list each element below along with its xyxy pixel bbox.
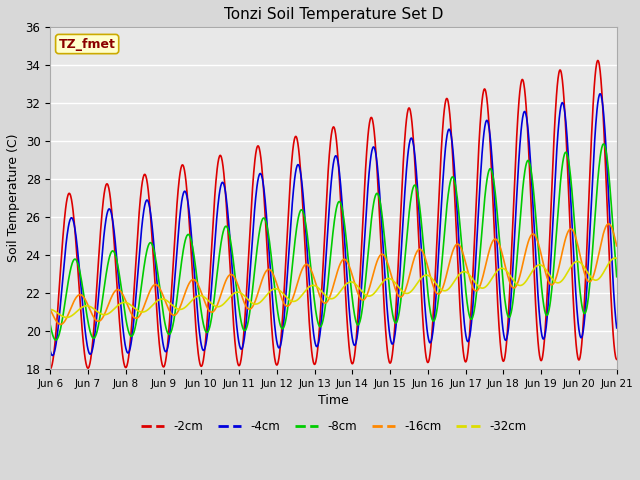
-8cm <box>52 337 60 343</box>
Line: -2cm: -2cm <box>50 60 617 369</box>
-8cm <box>173 299 180 304</box>
X-axis label: Time: Time <box>318 394 349 407</box>
-4cm <box>173 252 180 257</box>
-16cm <box>422 257 429 263</box>
-32cm <box>546 273 554 278</box>
-4cm <box>49 353 56 359</box>
-4cm <box>496 288 504 294</box>
Line: -8cm: -8cm <box>50 144 617 340</box>
-32cm <box>422 272 429 278</box>
-4cm <box>546 277 554 283</box>
-16cm <box>605 221 612 227</box>
-4cm <box>422 314 429 320</box>
Line: -32cm: -32cm <box>50 258 617 317</box>
-2cm <box>422 348 429 354</box>
-2cm <box>172 212 180 218</box>
-2cm <box>594 58 602 63</box>
-8cm <box>600 141 607 147</box>
-16cm <box>46 307 54 312</box>
-32cm <box>63 314 70 320</box>
-16cm <box>236 288 244 294</box>
-8cm <box>546 303 554 309</box>
-8cm <box>613 274 621 279</box>
Text: TZ_fmet: TZ_fmet <box>59 37 116 50</box>
-4cm <box>236 344 244 350</box>
-32cm <box>159 296 166 302</box>
-2cm <box>46 366 54 372</box>
-32cm <box>236 290 244 296</box>
-2cm <box>545 243 553 249</box>
-2cm <box>159 362 166 368</box>
-8cm <box>496 241 504 247</box>
Legend: -2cm, -4cm, -8cm, -16cm, -32cm: -2cm, -4cm, -8cm, -16cm, -32cm <box>136 416 531 438</box>
-32cm <box>173 306 180 312</box>
Y-axis label: Soil Temperature (C): Soil Temperature (C) <box>7 134 20 262</box>
-32cm <box>611 255 619 261</box>
-4cm <box>159 339 166 345</box>
-16cm <box>173 311 180 316</box>
-2cm <box>495 329 503 335</box>
-8cm <box>46 322 54 328</box>
-4cm <box>613 325 621 331</box>
-32cm <box>613 255 621 261</box>
Line: -4cm: -4cm <box>50 94 617 356</box>
-32cm <box>46 306 54 312</box>
-2cm <box>613 357 621 362</box>
-16cm <box>546 281 554 287</box>
Title: Tonzi Soil Temperature Set D: Tonzi Soil Temperature Set D <box>224 7 443 22</box>
-32cm <box>496 266 504 272</box>
-4cm <box>46 348 54 354</box>
-8cm <box>236 312 244 318</box>
-16cm <box>613 243 621 249</box>
-16cm <box>159 292 166 298</box>
-8cm <box>422 268 429 274</box>
-16cm <box>56 322 64 327</box>
-16cm <box>496 243 504 249</box>
-2cm <box>236 362 243 368</box>
Line: -16cm: -16cm <box>50 224 617 324</box>
-4cm <box>596 91 604 96</box>
-8cm <box>159 308 166 313</box>
